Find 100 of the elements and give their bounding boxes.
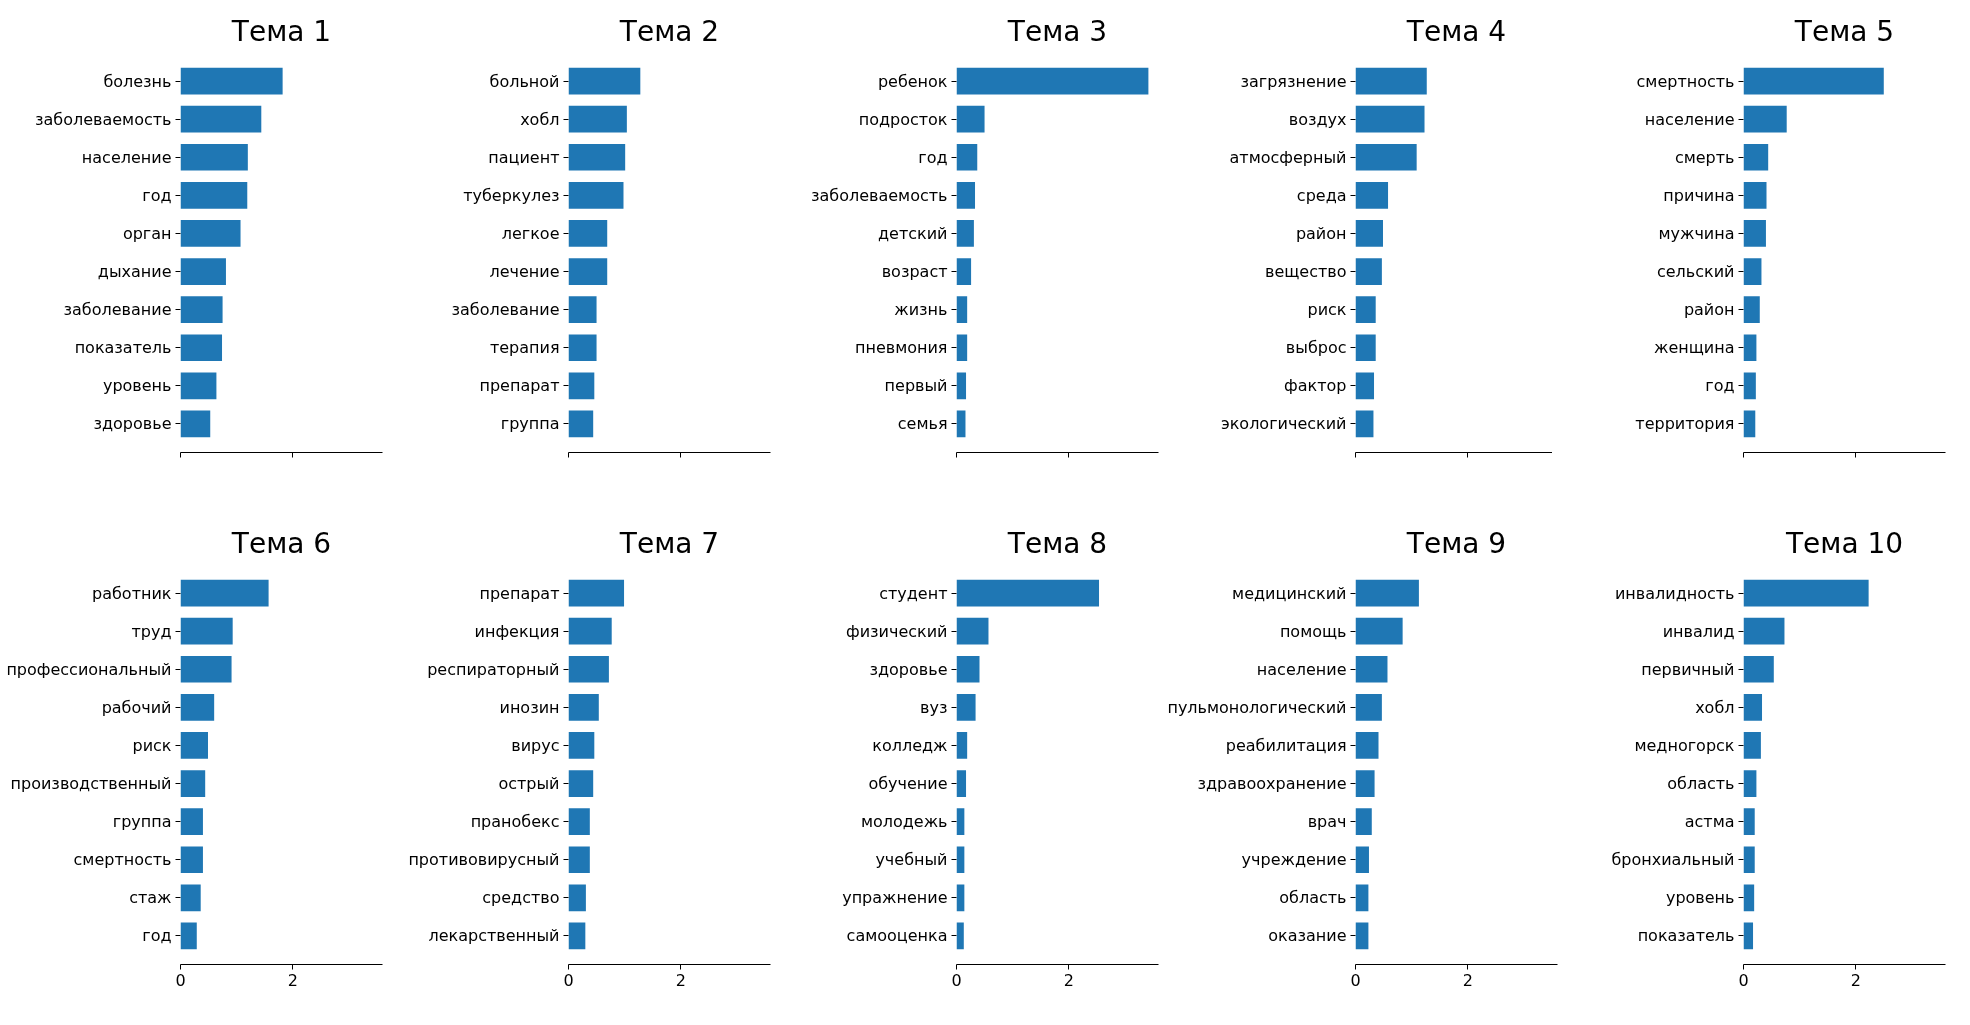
y-tick-label: помощь <box>1279 621 1347 641</box>
y-tick-label: первый <box>884 376 948 396</box>
y-tick-label: ребенок <box>877 71 948 91</box>
y-tick-label: группа <box>112 812 172 832</box>
y-tick-label: область <box>1279 888 1347 908</box>
y-tick-label: инвалид <box>1662 621 1735 641</box>
y-tick-label: пульмонологический <box>1167 697 1347 717</box>
y-tick-label: вуз <box>920 697 948 717</box>
x-tick-label: 0 <box>563 970 574 990</box>
y-tick-label: население <box>1256 659 1347 679</box>
y-tick-label: атмосферный <box>1229 147 1347 167</box>
y-tick-label: профессиональный <box>6 659 172 679</box>
y-tick-label: терапия <box>489 338 560 358</box>
x-tick-label: 0 <box>175 970 186 990</box>
chart-title: Тема 9 <box>1405 526 1507 560</box>
y-tick-label: фактор <box>1284 376 1347 396</box>
y-tick-label: инфекция <box>474 621 560 641</box>
y-tick-label: учреждение <box>1241 850 1347 870</box>
y-tick-label: астма <box>1684 812 1735 832</box>
y-tick-label: лекарственный <box>428 926 560 946</box>
y-tick-label: реабилитация <box>1225 735 1347 755</box>
y-tick-label: жизнь <box>894 300 948 320</box>
y-tick-label: причина <box>1663 185 1735 205</box>
y-tick-label: студент <box>879 583 948 603</box>
y-tick-label: врач <box>1307 812 1347 832</box>
chart-title: Тема 7 <box>618 526 720 560</box>
x-tick-label: 0 <box>1350 970 1361 990</box>
x-tick-label: 2 <box>675 970 686 990</box>
y-tick-label: хобл <box>520 109 560 129</box>
y-tick-label: туберкулез <box>463 185 560 205</box>
y-tick-label: район <box>1683 300 1735 320</box>
y-tick-label: воздух <box>1288 109 1347 129</box>
y-tick-label: острый <box>498 774 560 794</box>
y-tick-label: молодежь <box>860 812 948 832</box>
y-tick-label: мужчина <box>1658 223 1735 243</box>
y-tick-label: стаж <box>129 888 172 908</box>
y-tick-label: заболевание <box>451 300 560 320</box>
y-tick-label: подросток <box>858 109 948 129</box>
y-tick-label: риск <box>1307 300 1347 320</box>
y-tick-label: пациент <box>488 147 560 167</box>
y-tick-label: год <box>918 147 948 167</box>
y-tick-label: бронхиальный <box>1611 850 1735 870</box>
chart-title: Тема 6 <box>230 526 332 560</box>
chart-title: Тема 8 <box>1006 526 1108 560</box>
y-tick-label: загрязнение <box>1240 71 1347 91</box>
y-tick-label: хобл <box>1695 697 1735 717</box>
y-tick-label: средство <box>482 888 560 908</box>
y-tick-label: смертность <box>1636 71 1735 91</box>
y-tick-label: уровень <box>1665 888 1735 908</box>
y-tick-label: лечение <box>489 262 560 282</box>
y-tick-label: оказание <box>1268 926 1347 946</box>
y-tick-label: больной <box>489 71 560 91</box>
y-tick-label: вещество <box>1264 262 1347 282</box>
y-tick-label: респираторный <box>427 659 560 679</box>
y-tick-label: год <box>142 926 172 946</box>
y-tick-label: показатель <box>74 338 172 358</box>
y-tick-label: область <box>1667 774 1735 794</box>
y-tick-label: противовирусный <box>408 850 560 870</box>
y-tick-label: здравоохранение <box>1197 774 1347 794</box>
y-tick-label: год <box>142 185 172 205</box>
y-tick-label: показатель <box>1637 926 1735 946</box>
y-tick-label: группа <box>500 414 560 434</box>
x-tick-label: 2 <box>1850 970 1861 990</box>
y-tick-label: обучение <box>868 774 948 794</box>
y-tick-label: дыхание <box>97 262 172 282</box>
y-tick-label: первичный <box>1641 659 1735 679</box>
y-tick-label: медногорск <box>1634 735 1735 755</box>
chart-title: Тема 4 <box>1405 14 1507 48</box>
y-tick-label: среда <box>1296 185 1347 205</box>
y-tick-label: заболевание <box>63 300 172 320</box>
y-tick-label: год <box>1705 376 1735 396</box>
y-tick-label: пранобекс <box>470 812 560 832</box>
y-tick-label: легкое <box>501 223 560 243</box>
y-tick-label: сельский <box>1656 262 1735 282</box>
y-tick-label: препарат <box>479 376 560 396</box>
chart-title: Тема 10 <box>1784 526 1904 560</box>
chart-title: Тема 3 <box>1006 14 1108 48</box>
x-tick-label: 2 <box>1063 970 1074 990</box>
y-tick-label: смерть <box>1674 147 1735 167</box>
y-tick-label: семья <box>897 414 948 434</box>
x-tick-label: 0 <box>1738 970 1749 990</box>
y-tick-label: болезнь <box>103 71 172 91</box>
y-tick-label: женщина <box>1654 338 1735 358</box>
y-tick-label: выброс <box>1285 338 1347 358</box>
y-tick-label: смертность <box>73 850 172 870</box>
y-tick-label: учебный <box>875 850 948 870</box>
y-tick-label: препарат <box>479 583 560 603</box>
y-tick-label: вирус <box>511 735 560 755</box>
y-tick-label: детский <box>878 223 948 243</box>
chart-title: Тема 1 <box>230 14 332 48</box>
y-tick-label: здоровье <box>869 659 948 679</box>
y-tick-label: население <box>81 147 172 167</box>
y-tick-label: здоровье <box>93 414 172 434</box>
y-tick-label: территория <box>1635 414 1735 434</box>
chart-title: Тема 2 <box>618 14 720 48</box>
y-tick-label: труд <box>131 621 172 641</box>
y-tick-label: пневмония <box>854 338 948 358</box>
y-tick-label: инозин <box>499 697 560 717</box>
x-tick-label: 2 <box>287 970 298 990</box>
y-tick-label: физический <box>845 621 948 641</box>
